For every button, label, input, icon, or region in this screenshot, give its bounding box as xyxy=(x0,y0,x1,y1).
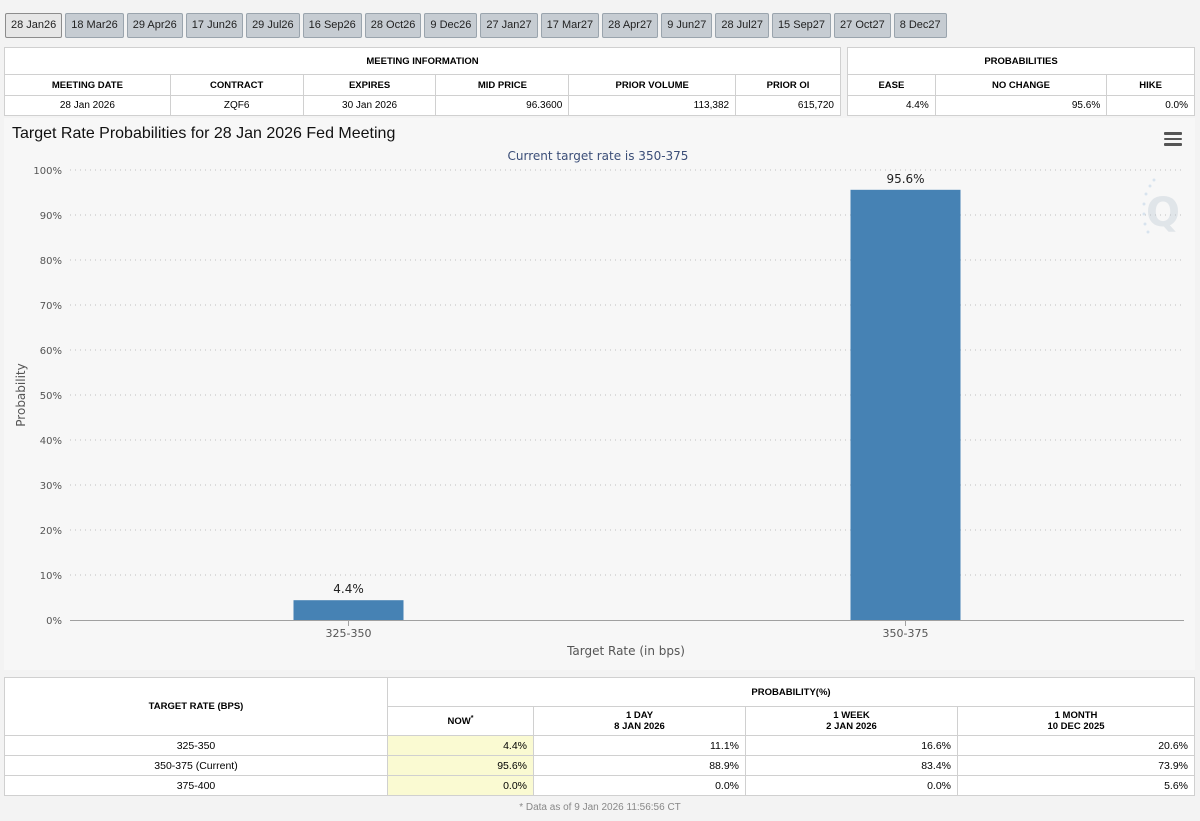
prior-oi-header: PRIOR OI xyxy=(735,74,841,96)
day-cell: 11.1% xyxy=(533,735,746,756)
now-cell: 95.6% xyxy=(387,755,534,776)
day-cell: 0.0% xyxy=(533,775,746,796)
table-row: 375-400 0.0% 0.0% 0.0% 5.6% xyxy=(4,775,1195,796)
axis-layer: 0% 10% 20% 30% 40% 50% 60% 70% 80% 90% 100% 325-350… xyxy=(33,166,1184,640)
target-rate-header: TARGET RATE (BPS) xyxy=(4,677,388,736)
probability-header: PROBABILITY(%) xyxy=(387,677,1195,707)
y-tick-label: 80% xyxy=(40,256,62,267)
day-cell: 88.9% xyxy=(533,755,746,776)
tab-meeting-5[interactable]: 16 Sep26 xyxy=(302,13,362,38)
chart-menu-icon[interactable] xyxy=(1164,132,1182,146)
bar-350-375[interactable] xyxy=(850,189,961,621)
y-tick-label: 100% xyxy=(33,166,62,177)
expires-header: EXPIRES xyxy=(302,74,437,96)
tab-meeting-14[interactable]: 27 Oct27 xyxy=(834,13,891,38)
y-tick-label: 90% xyxy=(40,211,62,222)
tab-meeting-10[interactable]: 28 Apr27 xyxy=(602,13,659,38)
bar-layer: 4.4% 95.6% xyxy=(293,172,961,621)
y-tick-label: 0% xyxy=(46,616,62,627)
prior-volume-header: PRIOR VOLUME xyxy=(568,74,737,96)
tab-meeting-2[interactable]: 29 Apr26 xyxy=(126,13,183,38)
x-tick-label: 325-350 xyxy=(326,627,372,640)
tab-meeting-0[interactable]: 28 Jan26 xyxy=(5,13,63,38)
tab-meeting-15[interactable]: 8 Dec27 xyxy=(893,13,947,38)
week-cell: 83.4% xyxy=(745,755,958,776)
probability-chart: 0% 10% 20% 30% 40% 50% 60% 70% 80% 90% 100% 325-350… xyxy=(14,166,1184,658)
tab-meeting-4[interactable]: 29 Jul26 xyxy=(246,13,300,38)
table-row: 325-350 4.4% 11.1% 16.6% 20.6% xyxy=(4,735,1195,756)
chart-panel: 0% 10% 20% 30% 40% 50% 60% 70% 80% 90% 100% 325-350… xyxy=(4,118,1195,670)
ease-value: 4.4% xyxy=(847,95,936,116)
contract-header: CONTRACT xyxy=(169,74,304,96)
svg-text:Q: Q xyxy=(1146,190,1180,236)
x-tick-label: 350-375 xyxy=(883,627,929,640)
probabilities-table: PROBABILITIES EASE NO CHANGE HIKE 4.4% 9… xyxy=(847,47,1195,116)
meeting-date-tabs: 28 Jan26 18 Mar26 29 Apr26 17 Jun26 29 Jul26… xyxy=(5,13,947,38)
tab-meeting-7[interactable]: 9 Dec26 xyxy=(424,13,478,38)
now-cell: 0.0% xyxy=(387,775,534,796)
meeting-date-header: MEETING DATE xyxy=(4,74,171,96)
chart-subtitle: Current target rate is 350-375 xyxy=(507,149,689,163)
chart-title: Target Rate Probabilities for 28 Jan 202… xyxy=(12,125,396,142)
probability-history-table: TARGET RATE (BPS) PROBABILITY(%) NOW* 1 … xyxy=(4,677,1195,796)
hike-value: 0.0% xyxy=(1106,95,1195,116)
bar-data-label: 95.6% xyxy=(886,172,924,186)
tab-meeting-9[interactable]: 17 Mar27 xyxy=(540,13,600,38)
y-axis-label: Probability xyxy=(14,363,28,426)
no-change-value: 95.6% xyxy=(934,95,1108,116)
one-day-header: 1 DAY 8 JAN 2026 xyxy=(533,706,746,736)
tab-meeting-13[interactable]: 15 Sep27 xyxy=(771,13,832,38)
prior-oi-value: 615,720 xyxy=(735,95,841,116)
rate-cell: 350-375 (Current) xyxy=(4,755,388,776)
data-timestamp-footnote: * Data as of 9 Jan 2026 11:56:56 CT xyxy=(519,802,681,813)
bar-data-label: 4.4% xyxy=(333,582,364,596)
expires-value: 30 Jan 2026 xyxy=(302,95,437,116)
tab-meeting-11[interactable]: 9 Jun27 xyxy=(661,13,713,38)
y-tick-label: 70% xyxy=(40,301,62,312)
month-cell: 20.6% xyxy=(957,735,1195,756)
now-cell: 4.4% xyxy=(387,735,534,756)
one-week-header: 1 WEEK 2 JAN 2026 xyxy=(745,706,958,736)
rate-cell: 325-350 xyxy=(4,735,388,756)
mid-price-header: MID PRICE xyxy=(435,74,570,96)
month-cell: 73.9% xyxy=(957,755,1195,776)
one-month-header: 1 MONTH 10 DEC 2025 xyxy=(957,706,1195,736)
bar-325-350[interactable] xyxy=(293,600,404,620)
rate-cell: 375-400 xyxy=(4,775,388,796)
tab-meeting-1[interactable]: 18 Mar26 xyxy=(65,13,124,38)
y-tick-label: 10% xyxy=(40,571,62,582)
meeting-date-value: 28 Jan 2026 xyxy=(4,95,171,116)
meeting-information-table: MEETING INFORMATION MEETING DATE CONTRAC… xyxy=(4,47,841,116)
prior-volume-value: 113,382 xyxy=(568,95,737,116)
probabilities-title: PROBABILITIES xyxy=(847,47,1195,75)
tab-meeting-8[interactable]: 27 Jan27 xyxy=(480,13,538,38)
tab-meeting-6[interactable]: 28 Oct26 xyxy=(364,13,422,38)
tab-meeting-12[interactable]: 28 Jul27 xyxy=(715,13,769,38)
ease-header: EASE xyxy=(847,74,936,96)
contract-value: ZQF6 xyxy=(169,95,304,116)
y-tick-label: 30% xyxy=(40,481,62,492)
meeting-information-title: MEETING INFORMATION xyxy=(4,47,841,75)
watermark-logo-icon: Q xyxy=(1142,178,1180,236)
y-tick-label: 20% xyxy=(40,526,62,537)
tab-meeting-3[interactable]: 17 Jun26 xyxy=(185,13,244,38)
month-cell: 5.6% xyxy=(957,775,1195,796)
no-change-header: NO CHANGE xyxy=(934,74,1108,96)
y-tick-label: 50% xyxy=(40,391,62,402)
table-row: 350-375 (Current) 95.6% 88.9% 83.4% 73.9… xyxy=(4,755,1195,776)
week-cell: 16.6% xyxy=(745,735,958,756)
week-cell: 0.0% xyxy=(745,775,958,796)
y-tick-label: 60% xyxy=(40,346,62,357)
hike-header: HIKE xyxy=(1106,74,1195,96)
mid-price-value: 96.3600 xyxy=(435,95,570,116)
y-tick-label: 40% xyxy=(40,436,62,447)
now-header: NOW* xyxy=(387,706,534,736)
x-axis-label: Target Rate (in bps) xyxy=(566,644,685,658)
grid-layer xyxy=(70,169,1184,576)
